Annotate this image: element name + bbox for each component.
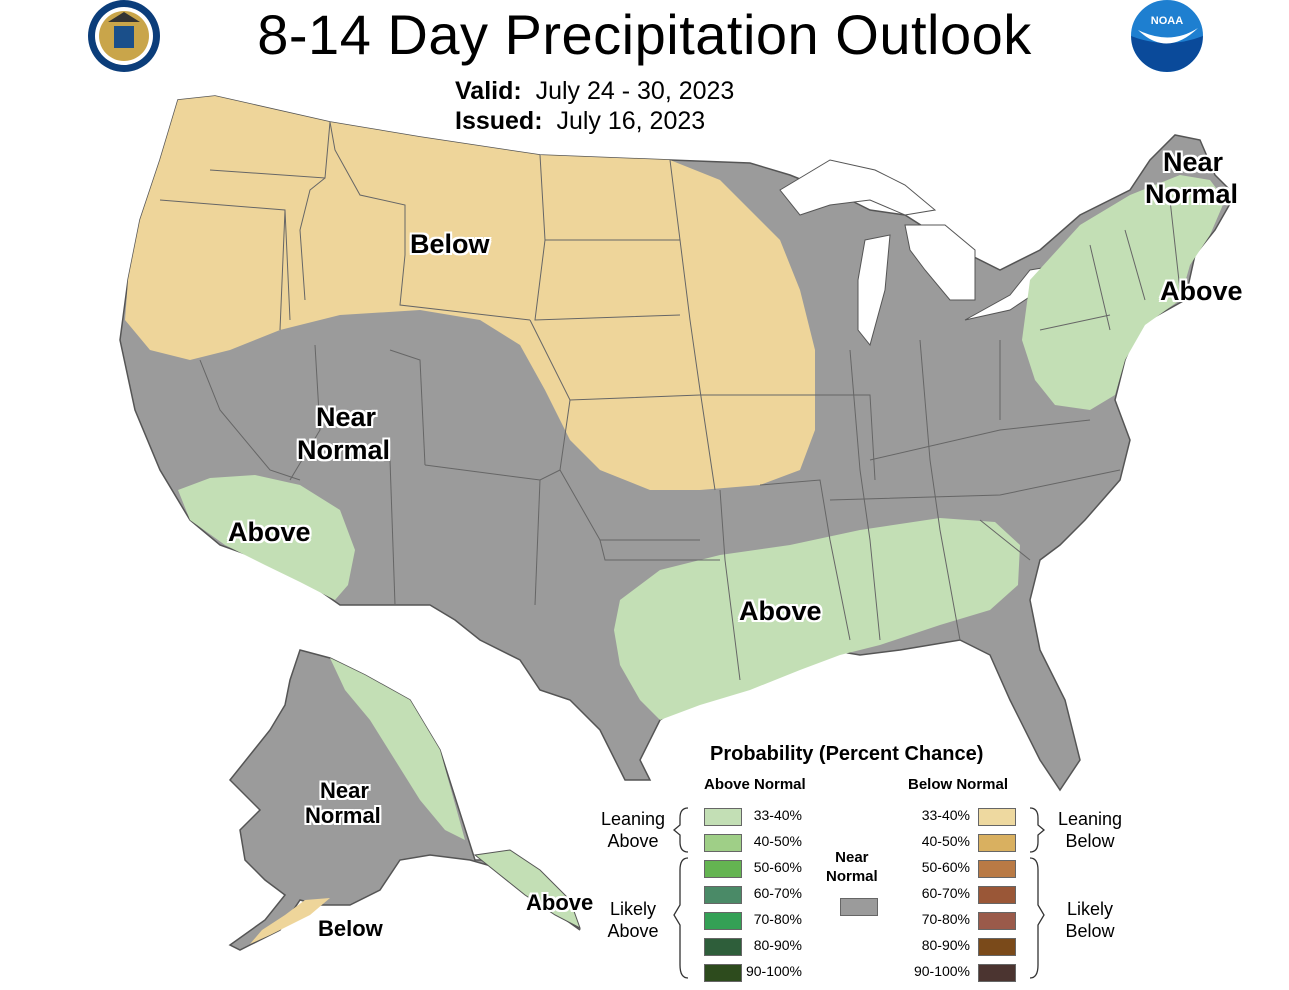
legend-likely-above-label: Likely Above: [594, 898, 672, 942]
label-near-normal-alaska-line1: Near: [320, 778, 369, 803]
likely-below-line1: Likely: [1066, 899, 1114, 919]
above-pct-1: 40-50%: [753, 833, 802, 849]
below-pct-0: 33-40%: [921, 807, 970, 823]
below-pct-6: 90-100%: [913, 963, 970, 979]
leaning-below-line1: Leaning: [1057, 809, 1123, 829]
issued-value: July 16, 2023: [556, 107, 706, 135]
legend-title: Probability (Percent Chance): [710, 743, 984, 765]
label-above-south: Above: [739, 596, 822, 626]
legend-below-header: Below Normal: [908, 776, 1009, 793]
above-pct-3: 60-70%: [753, 885, 802, 901]
below-swatch-3: [978, 886, 1016, 904]
issued-date: Issued: July 16, 2023: [455, 106, 705, 136]
legend-graphics: [672, 807, 1046, 979]
label-below-north: Below: [410, 229, 490, 259]
label-above-northeast: Above: [1160, 276, 1243, 306]
below-pct-3: 60-70%: [921, 885, 970, 901]
above-swatch-0: [704, 808, 742, 826]
near-normal-line1: Near: [835, 849, 869, 866]
above-swatch-5: [704, 938, 742, 956]
above-swatch-4: [704, 912, 742, 930]
legend-leaning-above-label: Leaning Above: [594, 808, 672, 852]
legend-near-normal-label: Near Normal: [826, 848, 878, 886]
legend-above-header: Above Normal: [704, 776, 806, 793]
below-pct-5: 80-90%: [921, 937, 970, 953]
lake-huron: [904, 224, 976, 301]
leaning-above-line1: Leaning: [600, 809, 666, 829]
below-pct-2: 50-60%: [921, 859, 970, 875]
above-pct-5: 80-90%: [753, 937, 802, 953]
alaska-above-region: [330, 658, 465, 840]
likely-above-line2: Above: [607, 921, 659, 941]
label-near-normal-northeast-line2: Normal: [1145, 179, 1239, 209]
valid-label: Valid:: [455, 77, 522, 105]
label-near-normal-northeast-line1: Near: [1163, 147, 1224, 177]
alaska-panhandle-above: [473, 849, 581, 930]
leaning-below-line2: Below: [1065, 831, 1115, 851]
lake-michigan: [857, 234, 891, 347]
legend-leaning-below-label: Leaning Below: [1050, 808, 1130, 852]
likely-above-line1: Likely: [609, 899, 657, 919]
label-near-normal-west-line2: Normal: [297, 435, 391, 465]
noaa-logo-text: NOAA: [1151, 15, 1183, 27]
near-normal-line2: Normal: [826, 868, 878, 885]
commerce-seal-logo: [88, 0, 160, 72]
label-below-alaska: Below: [318, 916, 383, 941]
below-swatch-2: [978, 860, 1016, 878]
region-below-north: [125, 96, 815, 490]
below-swatch-4: [978, 912, 1016, 930]
above-swatch-6: [704, 964, 742, 982]
above-swatch-2: [704, 860, 742, 878]
valid-dates: Valid: July 24 - 30, 2023: [455, 76, 734, 106]
below-swatch-5: [978, 938, 1016, 956]
below-swatch-6: [978, 964, 1016, 982]
state-borders: [159, 121, 1181, 681]
legend-near-normal-swatch: [840, 898, 878, 916]
region-above-south: [614, 518, 1020, 720]
region-above-southwest: [178, 475, 355, 600]
valid-value: July 24 - 30, 2023: [535, 77, 735, 105]
above-pct-2: 50-60%: [753, 859, 802, 875]
issued-label: Issued:: [455, 107, 543, 135]
likely-below-line2: Below: [1065, 921, 1115, 941]
noaa-logo: NOAA: [1129, 0, 1205, 74]
below-pct-4: 70-80%: [921, 911, 970, 927]
alaska-below-region: [250, 898, 330, 944]
page-title: 8-14 Day Precipitation Outlook: [257, 3, 1032, 66]
legend-likely-below-label: Likely Below: [1050, 898, 1130, 942]
below-swatch-1: [978, 834, 1016, 852]
below-swatch-0: [978, 808, 1016, 826]
above-swatch-3: [704, 886, 742, 904]
below-pct-1: 40-50%: [921, 833, 970, 849]
lake-superior: [779, 159, 937, 216]
label-near-normal-west-line1: Near: [316, 402, 377, 432]
label-near-normal-alaska-line2: Normal: [305, 803, 381, 828]
leaning-above-line2: Above: [607, 831, 659, 851]
above-pct-4: 70-80%: [753, 911, 802, 927]
above-swatch-1: [704, 834, 742, 852]
label-above-alaska: Above: [526, 890, 594, 915]
above-pct-6: 90-100%: [745, 963, 802, 979]
label-above-southwest: Above: [228, 517, 311, 547]
above-pct-0: 33-40%: [753, 807, 802, 823]
